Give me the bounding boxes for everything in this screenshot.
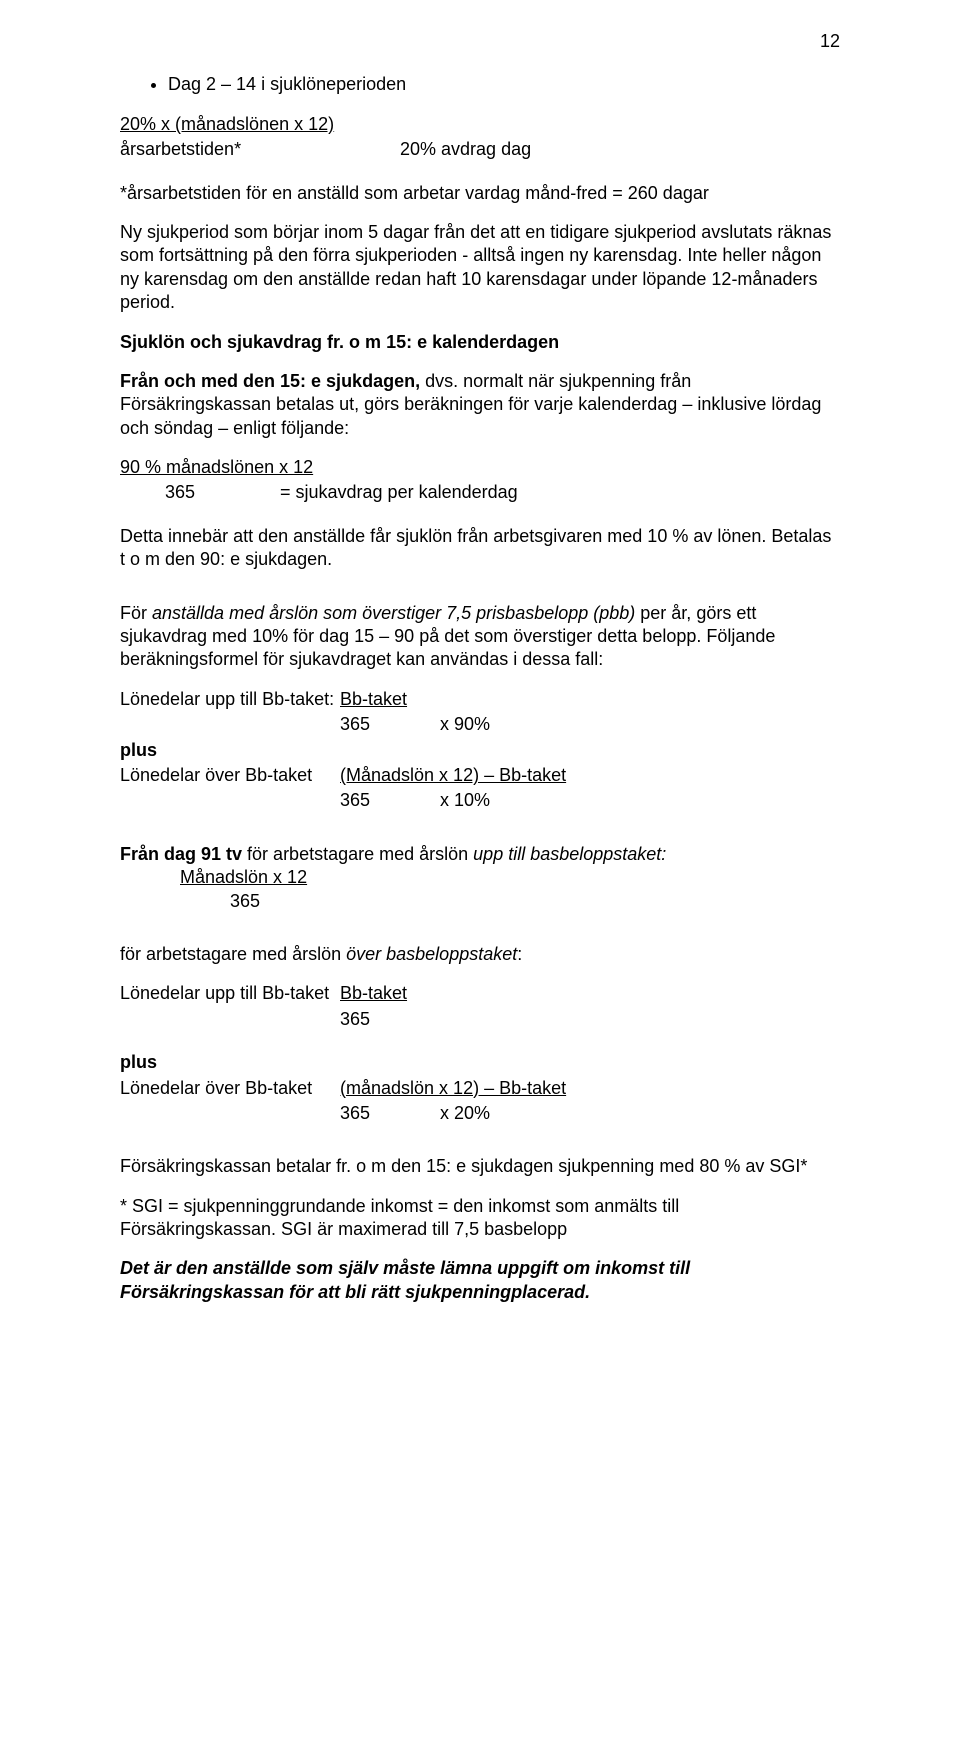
t2-r1-mid: Bb-taket [340,983,407,1003]
formula-denom: årsarbetstiden* [120,138,400,161]
paragraph-from-91: Från dag 91 tv för arbetstagare med årsl… [120,843,840,866]
footnote-arsarbetstiden: *årsarbetstiden för en anställd som arbe… [120,182,840,205]
t1-r2-pct: x 90% [440,713,540,736]
formula-line-2: årsarbetstiden* 20% avdrag dag [120,138,840,161]
t1-r1-mid: Bb-taket [340,689,407,709]
paragraph-fk-80pct: Försäkringskassan betalar fr. o m den 15… [120,1155,840,1178]
paragraph-must-report: Det är den anställde som själv måste läm… [120,1257,840,1304]
t2-r3-mid: (månadslön x 12) – Bb-taket [340,1078,566,1098]
t1-r2-mid: 365 [340,713,440,736]
text-7c: : [517,944,522,964]
t2-r4-mid: 365 [340,1102,440,1125]
formula-91-upp: Månadslön x 12 365 [120,866,840,913]
t1-plus: plus [120,739,840,762]
formula-line-1: 20% x (månadslönen x 12) [120,113,840,136]
t1-r1-left: Lönedelar upp till Bb-taket: [120,688,340,711]
f91-top: Månadslön x 12 [180,866,840,889]
page-number: 12 [120,30,840,53]
paragraph-over-7-5-pbb: För anställda med årslön som överstiger … [120,602,840,672]
formula2-bottom: 365 = sjukavdrag per kalenderdag [120,481,840,504]
text-6a: för arbetstagare med årslön [242,844,473,864]
spacer [240,481,280,504]
formula2-365: 365 [120,481,240,504]
text-7a: för arbetstagare med årslön [120,944,346,964]
text-from-15-bold: Från och med den 15: e sjukdagen, [120,371,420,391]
formula-block-2: 90 % månadslönen x 12 365 = sjukavdrag p… [120,456,840,505]
formula-table-1: Lönedelar upp till Bb-taket: Bb-taket 36… [120,688,840,813]
t2-plus: plus [120,1051,840,1074]
text-7b: över basbeloppstaket [346,944,517,964]
formula-block-1: 20% x (månadslönen x 12) årsarbetstiden*… [120,113,840,162]
spacer [120,1102,340,1125]
formula2-eq: = sjukavdrag per kalenderdag [280,481,518,504]
formula2-top: 90 % månadslönen x 12 [120,456,840,479]
t2-r3-left: Lönedelar över Bb-taket [120,1077,340,1100]
paragraph-10pct: Detta innebär att den anställde får sjuk… [120,525,840,572]
t1-r3-mid: (Månadslön x 12) – Bb-taket [340,765,566,785]
text-5a: För [120,603,152,623]
bullet-list: Dag 2 – 14 i sjuklöneperioden [120,73,840,96]
t1-r4-mid: 365 [340,789,440,812]
formula-table-2: Lönedelar upp till Bb-taket Bb-taket 365… [120,982,840,1125]
spacer [120,713,340,736]
t1-r4-pct: x 10% [440,789,540,812]
t2-r2-mid: 365 [340,1008,440,1031]
paragraph-sgi-footnote: * SGI = sjukpenninggrundande inkomst = d… [120,1195,840,1242]
heading-sjuklon-15: Sjuklön och sjukavdrag fr. o m 15: e kal… [120,331,840,354]
t2-r4-pct: x 20% [440,1102,540,1125]
spacer [120,789,340,812]
text-5b: anställda med årslön som överstiger 7,5 … [152,603,635,623]
t2-r1-left: Lönedelar upp till Bb-taket [120,982,340,1005]
spacer [120,1008,340,1031]
paragraph-from-15: Från och med den 15: e sjukdagen, dvs. n… [120,370,840,440]
paragraph-over-basbelopp: för arbetstagare med årslön över basbelo… [120,943,840,966]
f91-bot: 365 [180,890,840,913]
t1-r3-left: Lönedelar över Bb-taket [120,764,340,787]
text-6b: upp till basbeloppstaket: [473,844,666,864]
bullet-item: Dag 2 – 14 i sjuklöneperioden [168,73,840,96]
text-6-bold: Från dag 91 tv [120,844,242,864]
formula-result: 20% avdrag dag [400,138,531,161]
paragraph-sjukperiod-rules: Ny sjukperiod som börjar inom 5 dagar fr… [120,221,840,315]
